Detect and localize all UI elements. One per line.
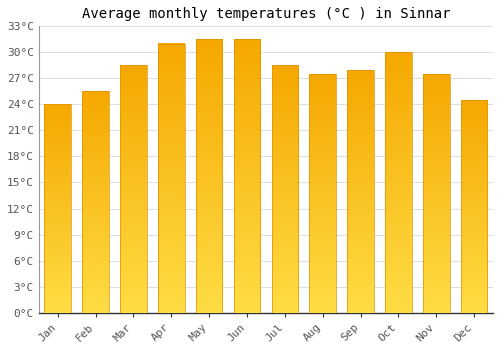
Bar [82, 91, 109, 313]
Bar [196, 39, 222, 313]
Bar [44, 104, 71, 313]
Bar [385, 52, 411, 313]
Bar [461, 100, 487, 313]
Bar [423, 74, 450, 313]
Bar [310, 74, 336, 313]
Bar [348, 70, 374, 313]
Bar [234, 39, 260, 313]
Bar [158, 44, 184, 313]
Bar [272, 65, 298, 313]
Title: Average monthly temperatures (°C ) in Sinnar: Average monthly temperatures (°C ) in Si… [82, 7, 450, 21]
Bar [120, 65, 146, 313]
